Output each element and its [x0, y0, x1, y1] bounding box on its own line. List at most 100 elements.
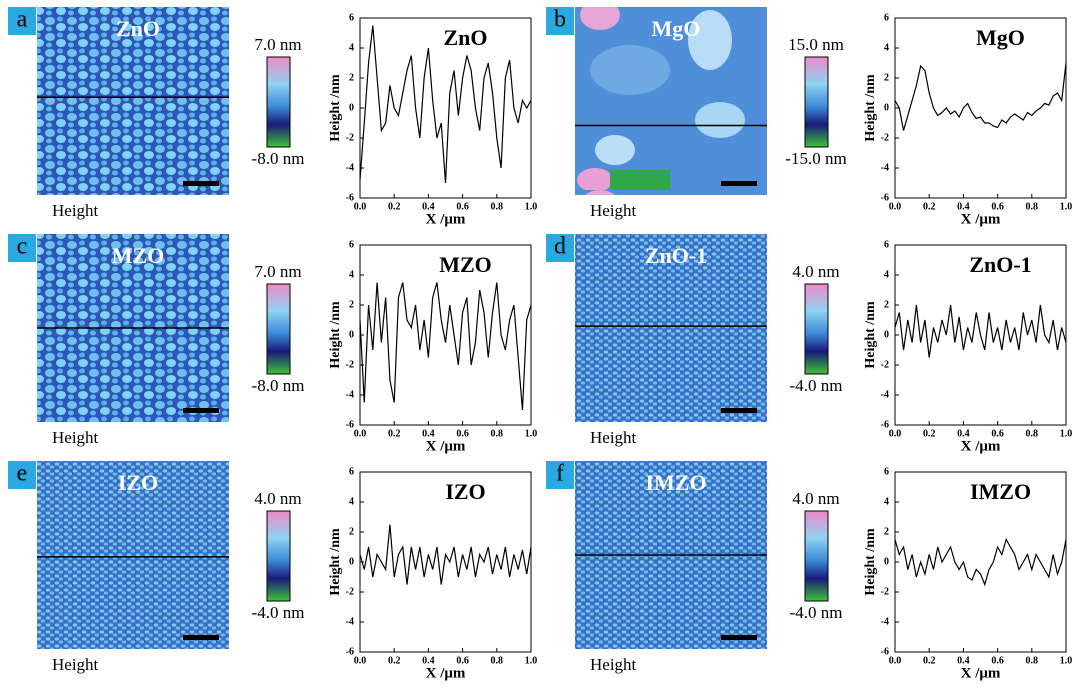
y-tick-label: -6 [346, 419, 354, 430]
y-tick-label: -4 [881, 162, 889, 173]
image-title: ZnO [116, 16, 160, 41]
afm-image [575, 234, 767, 422]
panel-letter: c [17, 234, 28, 260]
y-tick-label: -2 [346, 132, 354, 143]
y-tick-label: 0 [884, 329, 889, 340]
x-axis-label: X /μm [426, 438, 466, 454]
y-tick-label: -2 [881, 132, 889, 143]
panel-letter: e [17, 461, 28, 487]
y-tick-label: -6 [346, 646, 354, 657]
chart-title: ZnO-1 [969, 252, 1031, 277]
profile-curve [894, 62, 1067, 131]
x-tick-label: 0.4 [422, 201, 435, 212]
y-tick-label: 4 [884, 42, 889, 53]
y-axis-label: Height /nm [863, 74, 878, 142]
profile-curve [359, 25, 532, 184]
colorbar-min: -8.0 nm [252, 376, 305, 395]
x-tick-label: 0.8 [1026, 201, 1039, 212]
image-caption: Height [52, 655, 99, 674]
y-tick-label: 6 [349, 239, 354, 250]
y-tick-label: 0 [349, 329, 354, 340]
colorbar-max: 7.0 nm [254, 35, 301, 54]
image-title: MZO [112, 243, 165, 268]
y-tick-label: 6 [884, 466, 889, 477]
y-tick-label: -4 [346, 389, 354, 400]
x-tick-label: 0.2 [923, 201, 936, 212]
image-title: IMZO [645, 470, 706, 495]
y-tick-label: 4 [349, 496, 354, 507]
image-title: ZnO-1 [645, 243, 707, 268]
x-tick-label: 0.6 [991, 428, 1004, 439]
image-caption: Height [590, 201, 637, 220]
colorbar-min: -4.0 nm [790, 603, 843, 622]
x-tick-label: 0.0 [889, 428, 902, 439]
x-tick-label: 0.0 [354, 655, 367, 666]
x-tick-label: 0.2 [923, 655, 936, 666]
panel-letter-box [8, 234, 36, 262]
x-axis-label: X /μm [426, 665, 466, 681]
x-tick-label: 0.8 [1026, 428, 1039, 439]
scale-bar [721, 635, 757, 640]
colorbar [266, 56, 291, 148]
x-tick-label: 1.0 [525, 428, 538, 439]
profile-curve [359, 282, 532, 411]
x-tick-label: 0.6 [456, 201, 469, 212]
y-tick-label: 0 [884, 102, 889, 113]
colorbar-min: -8.0 nm [252, 149, 305, 168]
image-title: IZO [118, 470, 158, 495]
y-tick-label: 6 [884, 12, 889, 23]
x-tick-label: 0.4 [422, 655, 435, 666]
image-caption: Height [52, 201, 99, 220]
scale-bar [721, 181, 757, 186]
x-tick-label: 0.6 [991, 201, 1004, 212]
x-tick-label: 0.8 [491, 428, 504, 439]
x-tick-label: 1.0 [525, 655, 538, 666]
profile-curve [894, 304, 1067, 358]
y-tick-label: 6 [349, 466, 354, 477]
y-tick-label: -4 [881, 389, 889, 400]
y-tick-label: 4 [349, 269, 354, 280]
panel-letter: d [554, 234, 566, 260]
y-tick-label: -2 [346, 586, 354, 597]
y-tick-label: -2 [881, 586, 889, 597]
colorbar [804, 283, 829, 375]
y-axis-label: Height /nm [863, 301, 878, 369]
colorbar-min: -4.0 nm [790, 376, 843, 395]
x-tick-label: 0.6 [456, 428, 469, 439]
chart-title: ZnO [443, 25, 487, 50]
colorbar [804, 56, 829, 148]
x-tick-label: 1.0 [525, 201, 538, 212]
panel-letter-box [546, 7, 574, 35]
chart-title: MZO [439, 252, 492, 277]
colorbar-max: 4.0 nm [792, 262, 839, 281]
colorbar-max: 4.0 nm [254, 489, 301, 508]
y-tick-label: 0 [349, 102, 354, 113]
panel-letter-box [8, 461, 36, 489]
x-tick-label: 1.0 [1060, 428, 1073, 439]
y-tick-label: 2 [884, 299, 889, 310]
x-tick-label: 0.0 [889, 655, 902, 666]
x-tick-label: 0.4 [957, 428, 970, 439]
y-axis-label: Height /nm [328, 301, 343, 369]
image-caption: Height [590, 655, 637, 674]
y-tick-label: 2 [884, 72, 889, 83]
x-tick-label: 0.0 [354, 201, 367, 212]
x-tick-label: 0.2 [923, 428, 936, 439]
chart-title: IMZO [970, 479, 1031, 504]
panel-letter-box [8, 7, 36, 35]
scale-bar [721, 408, 757, 413]
image-caption: Height [52, 428, 99, 447]
scale-bar [183, 181, 219, 186]
colorbar-min: -4.0 nm [252, 603, 305, 622]
x-axis-label: X /μm [961, 211, 1001, 227]
x-axis-label: X /μm [961, 665, 1001, 681]
x-tick-label: 0.6 [991, 655, 1004, 666]
y-tick-label: 4 [884, 496, 889, 507]
x-tick-label: 1.0 [1060, 201, 1073, 212]
y-tick-label: 6 [349, 12, 354, 23]
y-tick-label: 0 [349, 556, 354, 567]
y-axis-label: Height /nm [328, 74, 343, 142]
y-tick-label: -4 [346, 616, 354, 627]
scale-bar [183, 408, 219, 413]
y-tick-label: -6 [881, 646, 889, 657]
